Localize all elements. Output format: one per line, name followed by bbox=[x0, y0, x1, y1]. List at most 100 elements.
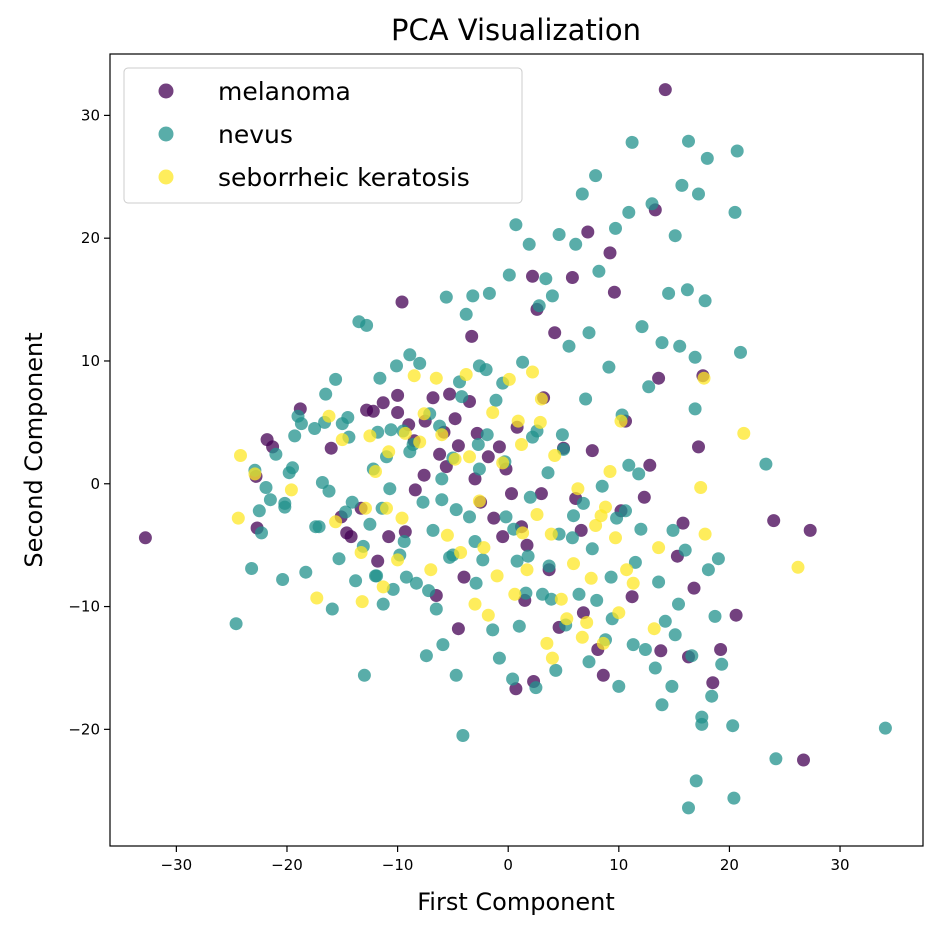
y-tick-label: 30 bbox=[81, 106, 100, 124]
data-point bbox=[622, 458, 636, 472]
y-tick-label: 20 bbox=[81, 229, 100, 247]
data-point bbox=[466, 289, 480, 303]
data-point bbox=[607, 285, 621, 299]
data-point bbox=[652, 371, 666, 385]
data-point bbox=[521, 549, 535, 563]
data-point bbox=[533, 415, 547, 429]
data-point bbox=[417, 407, 431, 421]
data-point bbox=[688, 350, 702, 364]
data-point bbox=[585, 542, 599, 556]
data-point bbox=[429, 371, 443, 385]
data-point bbox=[357, 668, 371, 682]
data-point bbox=[728, 205, 742, 219]
data-point bbox=[322, 484, 336, 498]
data-point bbox=[642, 380, 656, 394]
data-point bbox=[515, 438, 528, 451]
data-point bbox=[496, 456, 510, 470]
data-point bbox=[329, 372, 343, 386]
data-point bbox=[481, 450, 495, 464]
data-point bbox=[278, 496, 292, 510]
data-point bbox=[492, 651, 506, 665]
data-point bbox=[276, 573, 290, 586]
data-point bbox=[697, 371, 711, 385]
data-point bbox=[589, 519, 603, 532]
data-point bbox=[435, 472, 449, 486]
data-point bbox=[526, 365, 539, 379]
data-point bbox=[448, 452, 462, 466]
data-point bbox=[759, 457, 773, 471]
data-point bbox=[354, 546, 368, 559]
data-point bbox=[468, 597, 482, 611]
data-point bbox=[675, 178, 689, 192]
data-point bbox=[376, 580, 390, 594]
data-point bbox=[676, 516, 690, 530]
x-tick-label: 10 bbox=[609, 856, 628, 874]
data-point bbox=[138, 531, 152, 545]
data-point bbox=[426, 523, 440, 537]
data-point bbox=[797, 753, 810, 767]
data-point bbox=[544, 527, 558, 541]
data-point bbox=[655, 336, 669, 350]
data-point bbox=[413, 435, 427, 449]
data-point bbox=[685, 649, 699, 663]
data-point bbox=[688, 402, 702, 416]
data-point bbox=[505, 487, 518, 501]
data-point bbox=[542, 559, 556, 573]
data-point bbox=[511, 414, 525, 428]
x-axis-title: First Component bbox=[417, 888, 614, 916]
data-point bbox=[522, 237, 536, 251]
data-point bbox=[395, 295, 409, 309]
data-point bbox=[443, 387, 457, 401]
data-point bbox=[572, 587, 586, 601]
data-point bbox=[730, 144, 744, 158]
data-point bbox=[612, 606, 626, 620]
data-point bbox=[234, 449, 247, 462]
data-point bbox=[489, 393, 503, 407]
x-tick-label: −10 bbox=[382, 856, 414, 874]
data-point bbox=[477, 541, 491, 555]
y-tick-label: −20 bbox=[68, 720, 100, 738]
data-point bbox=[426, 391, 440, 405]
data-point bbox=[726, 719, 740, 733]
data-point bbox=[345, 495, 359, 509]
data-point bbox=[481, 608, 495, 622]
data-point bbox=[259, 481, 273, 494]
data-point bbox=[339, 505, 353, 519]
data-point bbox=[610, 511, 624, 525]
data-point bbox=[482, 286, 496, 300]
data-point bbox=[571, 482, 585, 496]
data-point bbox=[692, 440, 705, 454]
data-point bbox=[391, 388, 405, 402]
data-point bbox=[520, 563, 534, 577]
data-point bbox=[508, 587, 522, 601]
data-point bbox=[366, 404, 380, 418]
data-point bbox=[382, 530, 396, 544]
data-point bbox=[506, 672, 520, 686]
data-point bbox=[369, 569, 382, 583]
data-point bbox=[582, 655, 596, 669]
data-point bbox=[245, 562, 259, 575]
data-point bbox=[574, 523, 588, 537]
data-point bbox=[634, 522, 648, 536]
data-point bbox=[395, 511, 409, 525]
data-point bbox=[662, 286, 676, 300]
data-point bbox=[645, 197, 659, 211]
data-point bbox=[668, 229, 682, 243]
data-point bbox=[526, 269, 539, 283]
data-point bbox=[620, 563, 634, 577]
y-axis: −20 −10 0 10 20 30 bbox=[68, 106, 110, 738]
data-point bbox=[529, 681, 543, 695]
data-point bbox=[602, 360, 616, 374]
points-layer bbox=[138, 83, 892, 815]
data-point bbox=[714, 643, 728, 656]
data-point bbox=[791, 560, 805, 574]
data-point bbox=[560, 612, 574, 626]
data-point bbox=[310, 591, 324, 605]
data-point bbox=[534, 487, 548, 501]
data-point bbox=[673, 339, 687, 353]
data-point bbox=[476, 553, 490, 567]
x-tick-label: 0 bbox=[503, 856, 513, 874]
data-point bbox=[499, 510, 513, 524]
data-point bbox=[391, 406, 405, 419]
x-tick-label: 30 bbox=[830, 856, 849, 874]
